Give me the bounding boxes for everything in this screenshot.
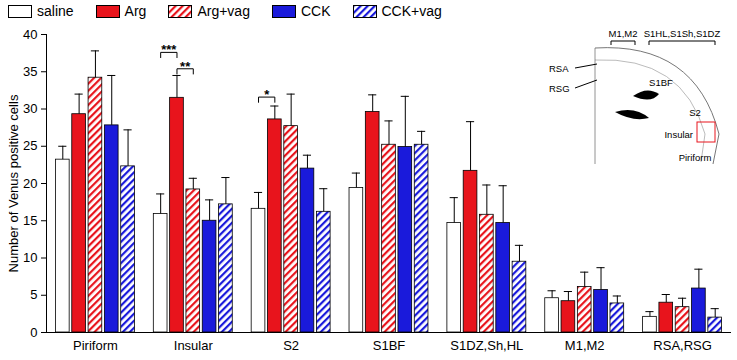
svg-text:*: * xyxy=(264,87,270,102)
html-text:Arg: Arg xyxy=(124,3,147,19)
svg-text:Insular: Insular xyxy=(174,338,214,353)
svg-text:5: 5 xyxy=(30,287,37,302)
svg-text:Piriform: Piriform xyxy=(73,338,118,353)
svg-text:35: 35 xyxy=(23,64,37,79)
svg-text:0: 0 xyxy=(30,325,37,340)
svg-text:**: ** xyxy=(180,59,191,74)
svg-text:S2: S2 xyxy=(689,107,701,118)
svg-text:RSA: RSA xyxy=(549,63,569,74)
html-text:CCK+vag: CCK+vag xyxy=(381,3,442,19)
html-text:Arg+vag: Arg+vag xyxy=(197,3,250,19)
html-text:CCK: CCK xyxy=(300,3,331,19)
svg-text:S1DZ,Sh,HL: S1DZ,Sh,HL xyxy=(450,338,523,353)
html-text:saline: saline xyxy=(37,3,74,19)
svg-text:Number of Venus positive cells: Number of Venus positive cells xyxy=(6,94,21,272)
svg-text:S1HL,S1Sh,S1DZ: S1HL,S1Sh,S1DZ xyxy=(644,28,721,39)
svg-text:RSA,RSG: RSA,RSG xyxy=(653,338,712,353)
svg-text:15: 15 xyxy=(23,213,37,228)
svg-text:***: *** xyxy=(161,42,177,57)
svg-text:S2: S2 xyxy=(283,338,299,353)
svg-text:Piriform: Piriform xyxy=(679,152,712,163)
svg-text:S1BF: S1BF xyxy=(373,338,406,353)
svg-text:M1,M2: M1,M2 xyxy=(608,28,637,39)
svg-text:Insular: Insular xyxy=(664,129,693,140)
svg-text:RSG: RSG xyxy=(549,83,570,94)
svg-text:20: 20 xyxy=(23,176,37,191)
svg-text:40: 40 xyxy=(23,27,37,42)
svg-text:25: 25 xyxy=(23,138,37,153)
svg-text:M1,M2: M1,M2 xyxy=(565,338,605,353)
svg-text:10: 10 xyxy=(23,250,37,265)
svg-text:S1BF: S1BF xyxy=(649,77,673,88)
svg-text:30: 30 xyxy=(23,101,37,116)
